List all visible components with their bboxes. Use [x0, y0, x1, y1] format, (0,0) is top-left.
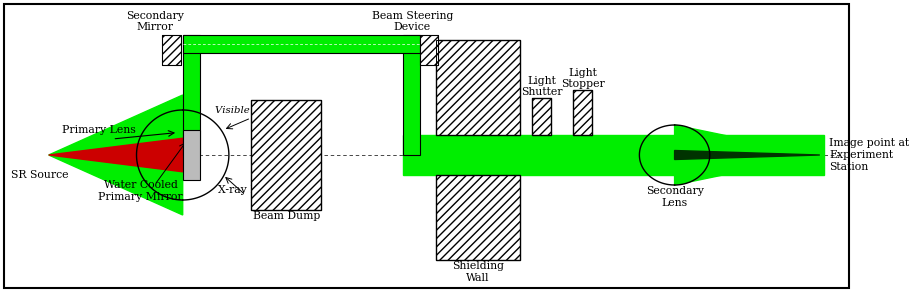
- Text: Secondary
Mirror: Secondary Mirror: [125, 11, 184, 32]
- Bar: [436, 175, 520, 260]
- Text: Visible Part of SR: Visible Part of SR: [216, 106, 305, 115]
- Bar: [183, 35, 199, 155]
- Text: Water Cooled
Primary Mirror: Water Cooled Primary Mirror: [98, 180, 183, 201]
- Text: Secondary
Lens: Secondary Lens: [645, 186, 704, 208]
- Bar: [183, 130, 199, 180]
- Polygon shape: [48, 95, 183, 215]
- Bar: [436, 40, 520, 135]
- Bar: [532, 98, 551, 135]
- Bar: [162, 35, 181, 65]
- Text: SR Source: SR Source: [11, 170, 69, 180]
- Bar: [420, 35, 439, 65]
- Text: X-ray Region: X-ray Region: [218, 185, 288, 195]
- Text: Light
Shutter: Light Shutter: [521, 76, 562, 97]
- Text: Primary Lens: Primary Lens: [61, 125, 135, 135]
- Bar: [436, 175, 520, 260]
- Bar: [183, 35, 420, 53]
- Polygon shape: [675, 150, 820, 159]
- Bar: [403, 35, 420, 155]
- Bar: [251, 100, 322, 210]
- Text: Beam Dump: Beam Dump: [252, 211, 320, 221]
- Bar: [251, 100, 322, 210]
- Polygon shape: [675, 125, 820, 185]
- Text: Image point at
Experiment
Station: Image point at Experiment Station: [829, 138, 909, 172]
- Bar: [532, 98, 551, 135]
- Bar: [573, 90, 592, 135]
- Bar: [162, 35, 181, 65]
- Text: Shielding
Wall: Shielding Wall: [452, 261, 504, 283]
- Bar: [420, 35, 439, 65]
- Bar: [403, 135, 824, 175]
- Bar: [436, 40, 520, 135]
- Bar: [573, 90, 592, 135]
- Text: Beam Steering
Device: Beam Steering Device: [372, 11, 453, 32]
- Polygon shape: [48, 138, 183, 172]
- Text: Light
Stopper: Light Stopper: [561, 68, 605, 89]
